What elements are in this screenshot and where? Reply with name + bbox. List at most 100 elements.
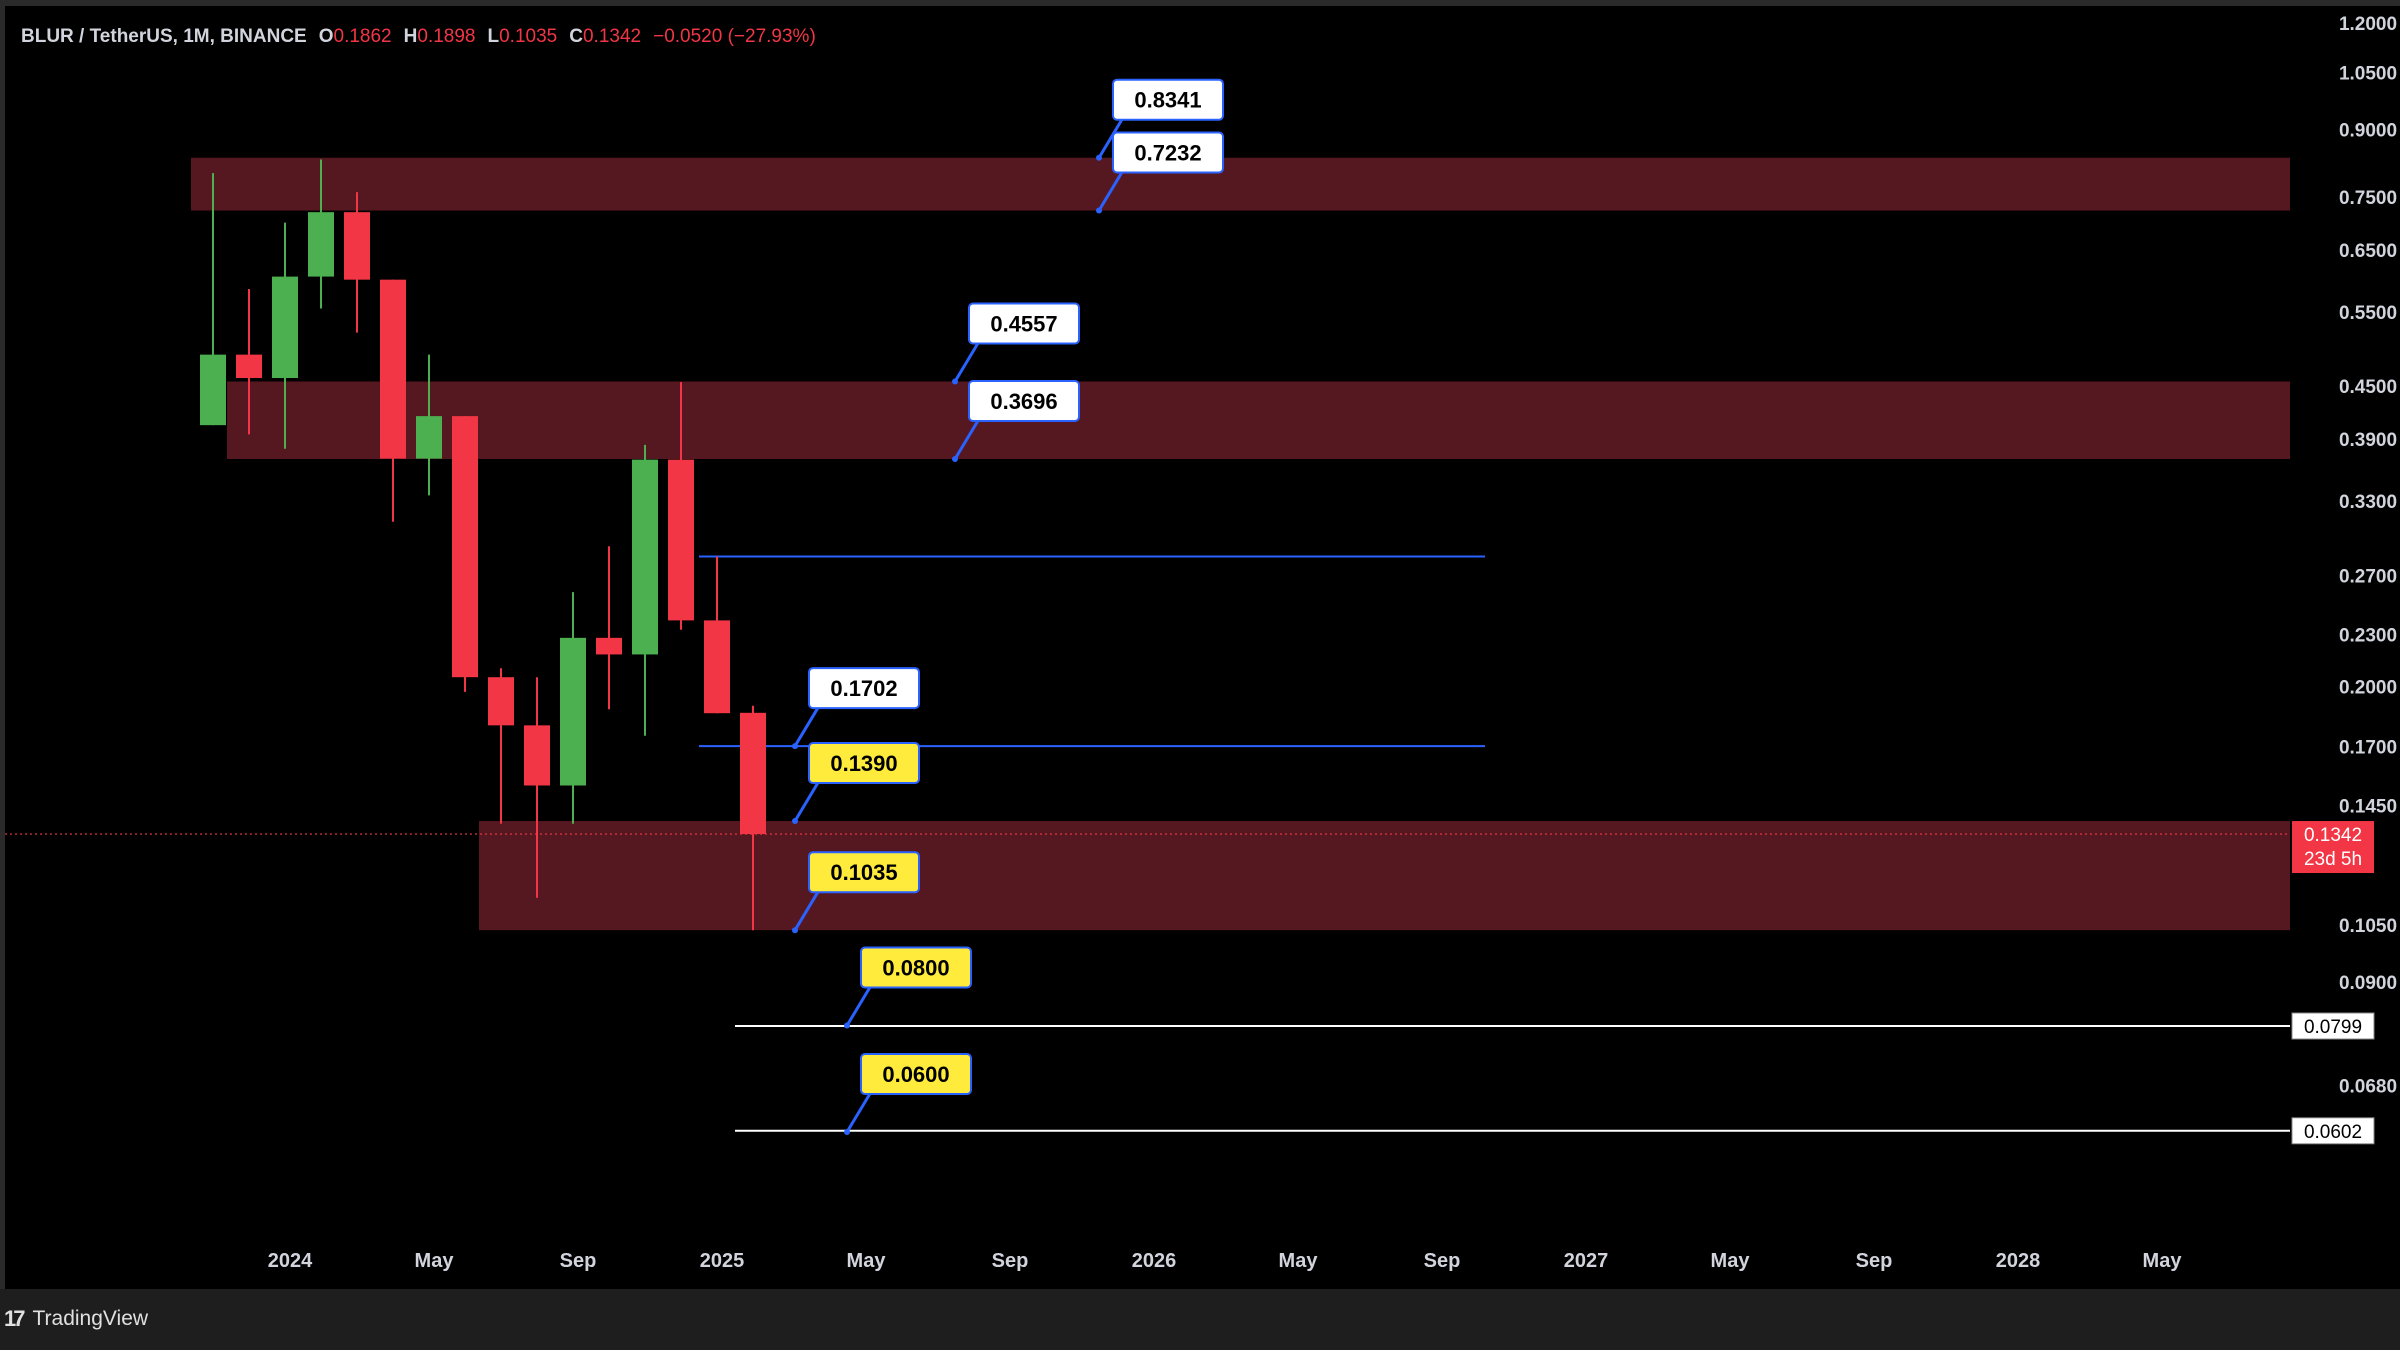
price-tick-label: 0.3900 — [2339, 430, 2397, 451]
callout-anchor — [952, 456, 958, 463]
price-tick-label: 0.6500 — [2339, 241, 2397, 262]
candle-body[interactable] — [524, 725, 550, 786]
candle-body[interactable] — [344, 212, 370, 280]
price-tick-label: 1.0500 — [2339, 64, 2397, 85]
high-value: 0.1898 — [417, 26, 476, 47]
time-tick-label: 2026 — [1132, 1250, 1177, 1272]
price-tick-label: 0.9000 — [2339, 121, 2397, 142]
price-callout[interactable]: 0.3696 — [952, 380, 1080, 463]
price-tick-label: 1.2000 — [2339, 14, 2397, 35]
callout-box — [860, 946, 972, 989]
price-callout[interactable]: 0.7232 — [1096, 131, 1224, 214]
zone-rect[interactable] — [191, 157, 2290, 211]
price-tick-label: 0.3300 — [2339, 492, 2397, 513]
candle-body[interactable] — [236, 354, 262, 379]
price-axis[interactable]: 1.2000 1.0500 0.9000 0.7500 0.6500 0.5500 0.45… — [2291, 14, 2397, 1145]
candle-body[interactable] — [740, 712, 766, 835]
time-tick-label: 2025 — [700, 1250, 745, 1272]
candle-body[interactable] — [596, 637, 622, 655]
callout-box — [860, 1053, 972, 1096]
callout-anchor — [1096, 154, 1102, 161]
time-tick-label: Sep — [992, 1250, 1029, 1272]
price-tick-label: 0.1700 — [2339, 738, 2397, 759]
symbol-name[interactable]: BLUR / TetherUS, 1M, BINANCE — [21, 26, 307, 47]
zone-rect[interactable] — [479, 821, 2290, 931]
callout-label: 0.1035 — [830, 860, 897, 885]
price-tick-label: 0.1450 — [2339, 796, 2397, 817]
tradingview-logo-icon: 17 — [4, 1306, 26, 1331]
countdown-label: 23d 5h — [2304, 849, 2362, 870]
time-tick-label: May — [2143, 1250, 2183, 1272]
candle-body[interactable] — [668, 459, 694, 621]
candles-layer — [200, 159, 766, 931]
callouts-layer: 0.8341 0.7232 0.4557 0.3696 0.1702 0.1390 0.10… — [792, 78, 1224, 1136]
candle-body[interactable] — [632, 459, 658, 655]
time-tick-label: May — [1279, 1250, 1319, 1272]
candle-body[interactable] — [704, 620, 730, 714]
callout-pointer — [793, 705, 821, 747]
callout-label: 0.8341 — [1134, 88, 1201, 113]
price-callout[interactable]: 0.1035 — [792, 851, 920, 934]
chart-canvas[interactable]: 0.8341 0.7232 0.4557 0.3696 0.1702 0.1390 0.10… — [5, 6, 2400, 1289]
last-price-tag — [2292, 821, 2374, 874]
price-callout[interactable]: 0.4557 — [952, 302, 1080, 385]
candle-body[interactable] — [416, 416, 442, 459]
footer-bar — [0, 1289, 2400, 1350]
callout-anchor — [792, 743, 798, 750]
low-value: 0.1035 — [499, 26, 558, 47]
callout-label: 0.4557 — [990, 311, 1057, 336]
callout-pointer — [953, 418, 981, 460]
callout-anchor — [952, 378, 958, 385]
callout-label: 0.3696 — [990, 389, 1057, 414]
time-tick-label: 2027 — [1564, 1250, 1609, 1272]
time-tick-label: Sep — [560, 1250, 597, 1272]
price-callout[interactable]: 0.8341 — [1096, 78, 1224, 161]
price-tick-label: 0.4500 — [2339, 377, 2397, 398]
candle-body[interactable] — [380, 279, 406, 459]
brand-name: TradingView — [32, 1307, 149, 1330]
price-tick-label: 0.7500 — [2339, 188, 2397, 209]
callout-box — [808, 851, 920, 894]
candle-body[interactable] — [308, 212, 334, 277]
price-callout[interactable]: 0.1702 — [792, 667, 920, 750]
time-tick-label: Sep — [1424, 1250, 1461, 1272]
line-price-tag-label: 0.0799 — [2304, 1017, 2362, 1038]
callout-anchor — [792, 927, 798, 934]
candle-body[interactable] — [560, 637, 586, 786]
symbol-legend[interactable]: BLUR / TetherUS, 1M, BINANCE O0.1862 H0.18… — [21, 26, 816, 48]
price-tick-label: 0.2300 — [2339, 626, 2397, 647]
price-tick-label: 0.2000 — [2339, 677, 2397, 698]
callout-box — [1112, 78, 1224, 121]
callout-label: 0.0800 — [882, 956, 949, 981]
candle-body[interactable] — [452, 416, 478, 678]
price-tick-label: 0.2700 — [2339, 566, 2397, 587]
chart-pane[interactable]: 0.8341 0.7232 0.4557 0.3696 0.1702 0.1390 0.10… — [5, 6, 2400, 1289]
callout-anchor — [844, 1129, 850, 1136]
candle-body[interactable] — [200, 354, 226, 426]
zone-rect[interactable] — [227, 381, 2290, 460]
candle-body[interactable] — [488, 677, 514, 726]
callout-box — [968, 380, 1080, 423]
callout-pointer — [845, 984, 873, 1027]
price-tick-label: 0.0680 — [2339, 1077, 2397, 1098]
price-callout[interactable]: 0.0600 — [844, 1053, 972, 1136]
price-callout[interactable]: 0.0800 — [844, 946, 972, 1029]
callout-pointer — [845, 1091, 873, 1133]
time-axis[interactable]: 2024 May Sep 2025 May Sep 2026 May Sep 2027 May Sep… — [268, 1250, 2183, 1272]
callout-label: 0.1702 — [830, 676, 897, 701]
last-price-label: 0.1342 — [2304, 825, 2362, 846]
candle-body[interactable] — [272, 276, 298, 379]
callout-pointer — [793, 780, 821, 822]
tradingview-logo[interactable]: 17 TradingView — [4, 1306, 148, 1332]
callout-pointer — [1097, 169, 1125, 212]
top-edge — [0, 0, 2400, 6]
time-tick-label: May — [415, 1250, 455, 1272]
callout-box — [1112, 131, 1224, 174]
time-tick-label: 2028 — [1996, 1250, 2041, 1272]
close-label: C — [569, 26, 583, 47]
callout-pointer — [793, 889, 821, 931]
price-callout[interactable]: 0.1390 — [792, 742, 920, 825]
change-value: −0.0520 (−27.93%) — [653, 26, 816, 47]
price-tick-label: 0.0900 — [2339, 973, 2397, 994]
price-tick-label: 0.5500 — [2339, 303, 2397, 324]
